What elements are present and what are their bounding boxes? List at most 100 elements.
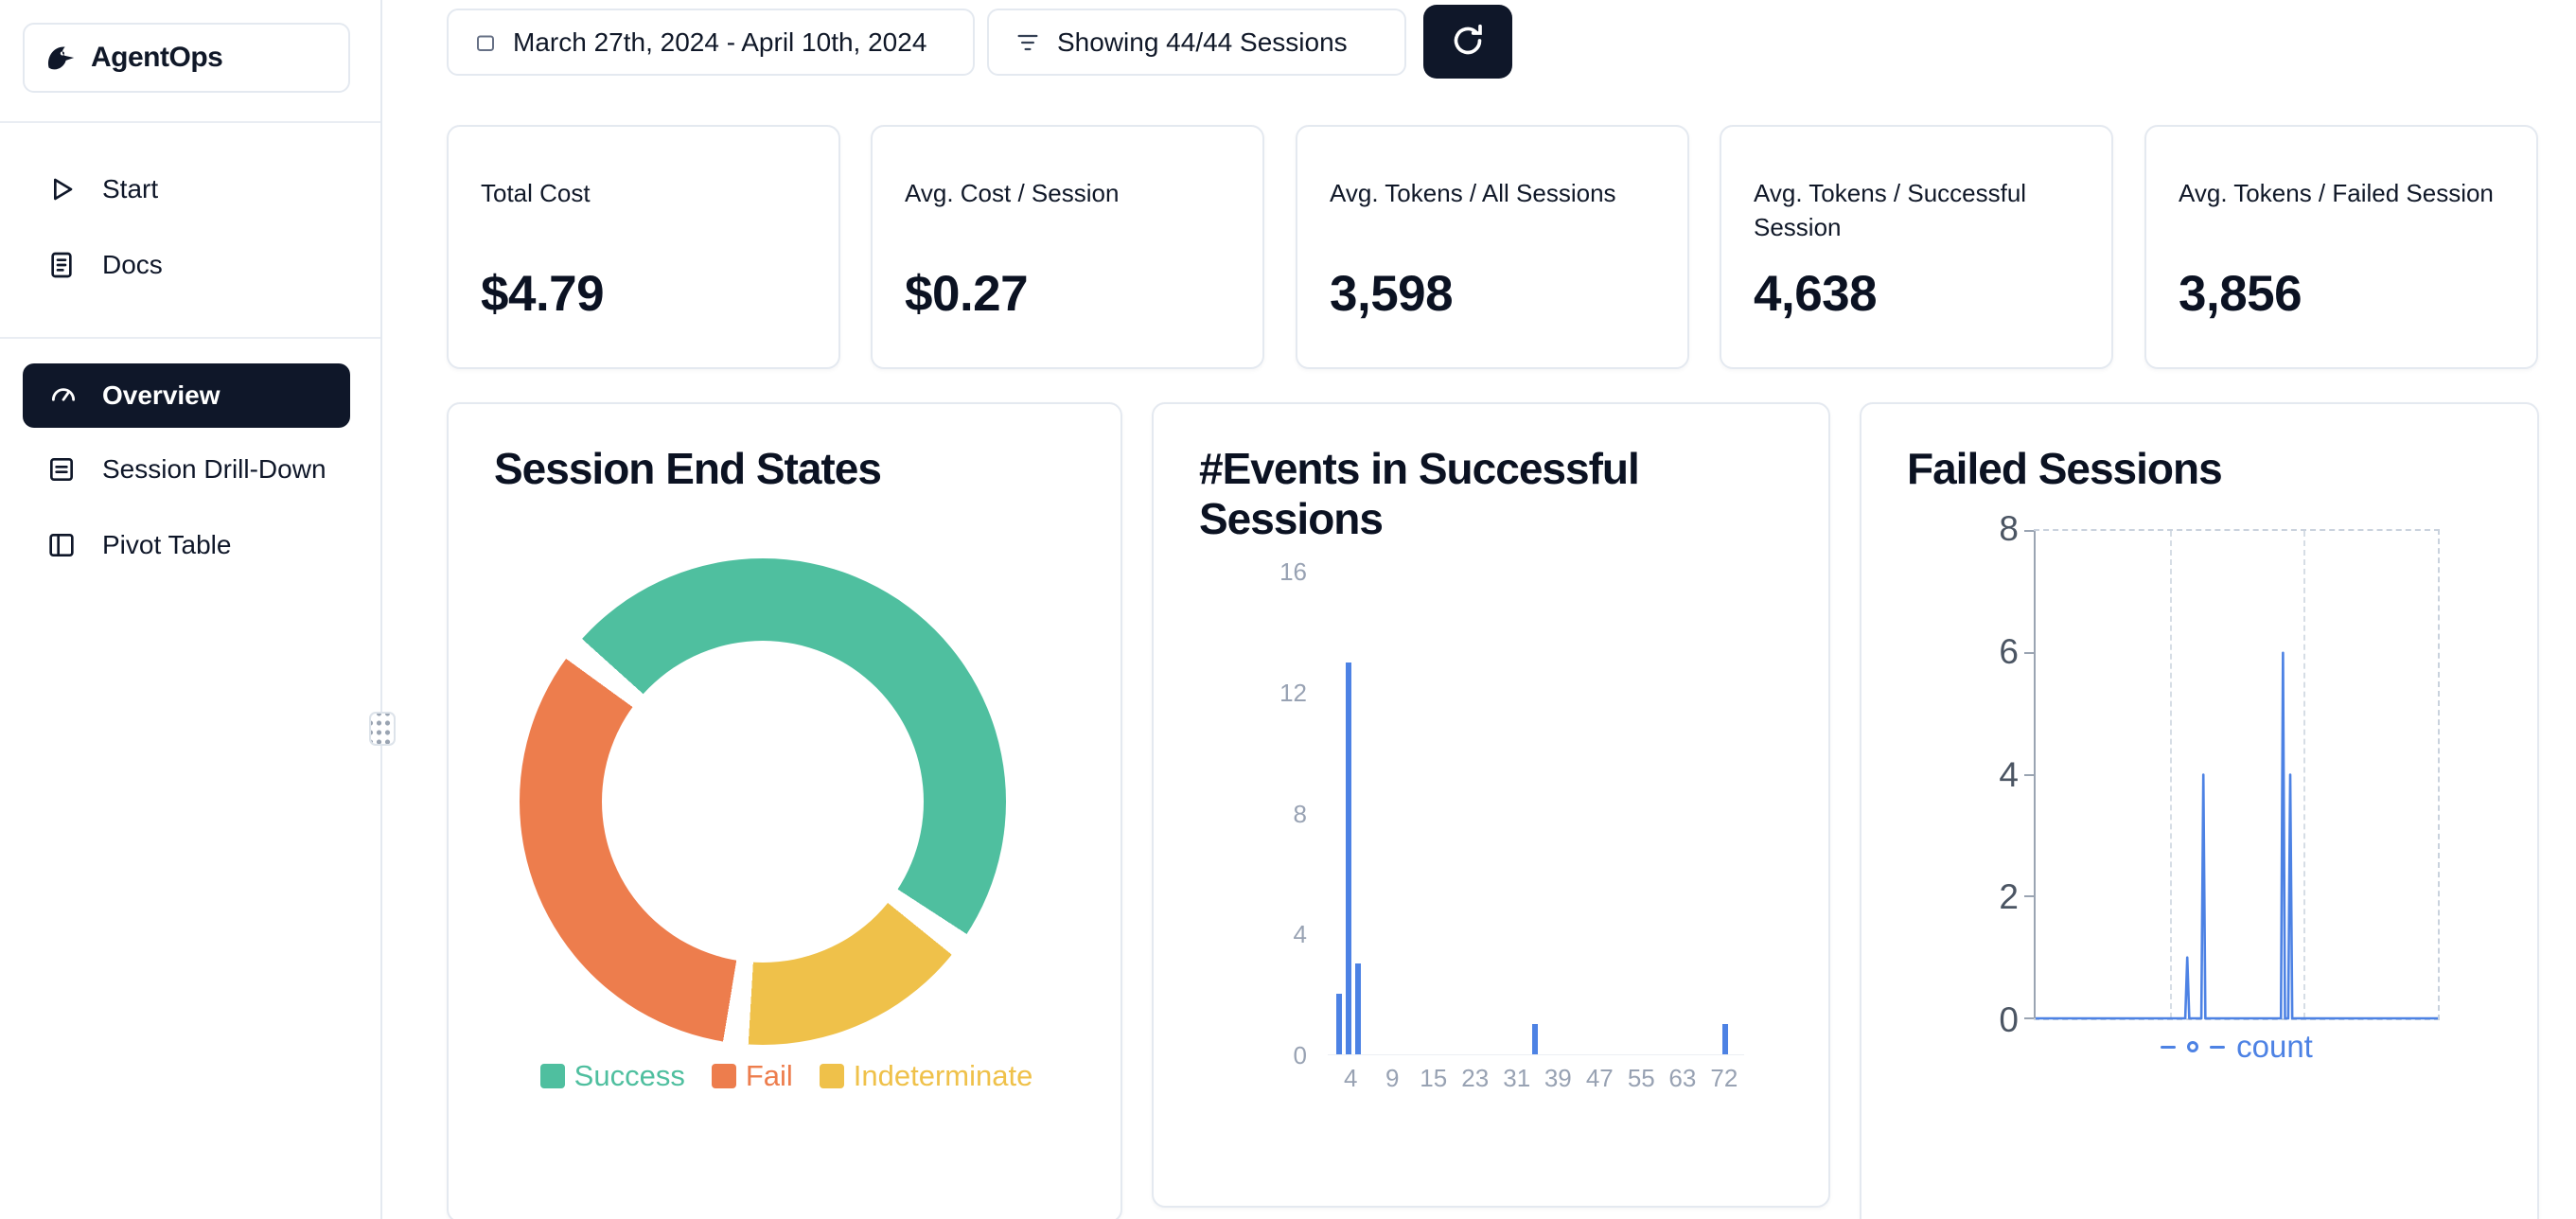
sidebar-item-docs[interactable]: Docs	[0, 235, 382, 295]
calendar-icon	[473, 25, 498, 61]
sidebar-item-label: Session Drill-Down	[102, 454, 326, 484]
stat-label: Avg. Tokens / Successful Session	[1754, 179, 2027, 242]
legend-swatch	[539, 1064, 565, 1088]
list-box-icon	[44, 451, 79, 487]
sessions-filter-label: Showing 44/44 Sessions	[1057, 26, 1348, 57]
y-tick-label: 2	[1999, 877, 2019, 917]
axis-tick	[2024, 1017, 2034, 1019]
sidebar-item-label: Pivot Table	[102, 530, 232, 559]
axis-tick	[2024, 530, 2034, 532]
donut-legend-item[interactable]: Indeterminate	[819, 1059, 1033, 1093]
gridline	[2169, 531, 2172, 1018]
stat-value: 3,598	[1330, 266, 1454, 322]
line-legend-label: count	[2236, 1029, 2313, 1064]
donut-legend-item[interactable]: Success	[539, 1059, 685, 1093]
axis-tick	[2024, 895, 2034, 898]
y-tick-label: 16	[1279, 557, 1307, 586]
x-tick-label: 4	[1343, 1064, 1358, 1092]
axis-tick	[2024, 773, 2034, 776]
x-tick-label: 23	[1461, 1064, 1490, 1092]
y-tick-label: 0	[1293, 1041, 1307, 1069]
sidebar: AgentOps Start Docs Overview Session Dri…	[0, 0, 382, 1219]
bar	[1532, 1024, 1539, 1054]
stat-card-total-cost: Total Cost $4.79	[447, 125, 840, 369]
sidebar-item-label: Start	[102, 174, 159, 203]
docs-icon	[44, 247, 79, 283]
x-tick-label: 47	[1585, 1064, 1614, 1092]
bar	[1346, 662, 1352, 1054]
logo[interactable]: AgentOps	[23, 23, 350, 93]
x-tick-label: 9	[1385, 1064, 1400, 1092]
agentops-logo-icon	[42, 40, 78, 76]
filter-icon	[1014, 25, 1042, 61]
legend-line-mark	[2210, 1045, 2226, 1049]
events-in-successful-sessions-card: #Events in Successful Sessions 16 12 8 4 0 4…	[1152, 402, 1830, 1208]
y-tick-label: 4	[1999, 754, 2019, 794]
legend-swatch	[819, 1064, 844, 1088]
x-tick-label: 31	[1503, 1064, 1531, 1092]
y-tick-label: 0	[1999, 1000, 2019, 1039]
axis-tick	[2024, 651, 2034, 654]
stat-value: 4,638	[1754, 266, 1878, 322]
chart-title: Session End States	[494, 444, 882, 493]
sidebar-item-start[interactable]: Start	[0, 159, 382, 220]
sidebar-drag-handle[interactable]	[369, 712, 396, 746]
sidebar-item-session-drill-down[interactable]: Session Drill-Down	[0, 439, 382, 500]
y-tick-label: 6	[1999, 631, 2019, 671]
bar-yaxis: 16 12 8 4 0	[1220, 558, 1307, 1069]
stat-value: $0.27	[905, 266, 1029, 322]
line-legend[interactable]: count	[2034, 1029, 2440, 1065]
refresh-icon	[1449, 22, 1487, 62]
legend-label: Indeterminate	[853, 1059, 1033, 1092]
gridline	[2303, 531, 2306, 1018]
x-tick-label: 15	[1420, 1064, 1448, 1092]
stat-card-avg-tokens-all: Avg. Tokens / All Sessions 3,598	[1296, 125, 1689, 369]
sessions-filter-button[interactable]: Showing 44/44 Sessions	[987, 9, 1406, 76]
app-title: AgentOps	[91, 42, 223, 73]
session-end-states-card: Session End States Success Fail Indeterm…	[447, 402, 1122, 1219]
sidebar-item-overview[interactable]: Overview	[23, 363, 350, 428]
stat-label: Avg. Tokens / All Sessions	[1330, 179, 1616, 207]
legend-label: Fail	[745, 1059, 793, 1092]
stat-card-avg-cost: Avg. Cost / Session $0.27	[871, 125, 1264, 369]
stat-value: 3,856	[2179, 266, 2303, 322]
stat-card-avg-tokens-successful: Avg. Tokens / Successful Session 4,638	[1720, 125, 2113, 369]
line-plot	[2024, 529, 2440, 1020]
line-yaxis: 8 6 4 2 0	[1899, 509, 2019, 1039]
donut-legend: Success Fail Indeterminate	[449, 1059, 1124, 1093]
y-tick-label: 4	[1293, 920, 1307, 949]
date-range-label: March 27th, 2024 - April 10th, 2024	[513, 26, 927, 57]
stat-label: Avg. Tokens / Failed Session	[2179, 179, 2494, 207]
x-tick-label: 72	[1710, 1064, 1738, 1092]
legend-line-mark	[2161, 1045, 2177, 1049]
legend-label: Success	[573, 1059, 685, 1092]
stat-card-avg-tokens-failed: Avg. Tokens / Failed Session 3,856	[2144, 125, 2538, 369]
table-icon	[44, 527, 79, 563]
bar	[1336, 994, 1343, 1054]
y-axis-line	[2034, 531, 2036, 1018]
gauge-icon	[45, 378, 81, 414]
legend-swatch	[711, 1064, 736, 1088]
bar-xaxis: 4 9 15 23 31 39 47 55 63 72	[1328, 1065, 1744, 1093]
stat-value: $4.79	[481, 266, 605, 322]
play-icon	[44, 171, 79, 207]
donut-legend-item[interactable]: Fail	[711, 1059, 793, 1093]
x-tick-label: 55	[1627, 1064, 1655, 1092]
x-tick-label: 63	[1668, 1064, 1697, 1092]
divider	[0, 337, 380, 339]
line-chart	[2036, 531, 2438, 1018]
donut-ring	[520, 558, 1006, 1045]
y-tick-label: 12	[1279, 678, 1307, 707]
chart-title: #Events in Successful Sessions	[1199, 444, 1640, 543]
y-tick-label: 8	[1999, 509, 2019, 548]
chart-title: Failed Sessions	[1907, 444, 2223, 493]
sidebar-item-label: Overview	[102, 380, 221, 410]
divider	[0, 121, 380, 123]
line-path	[2036, 653, 2438, 1018]
donut-hole	[602, 641, 924, 963]
refresh-button[interactable]	[1423, 5, 1512, 79]
x-tick-label: 39	[1544, 1064, 1572, 1092]
sidebar-item-label: Docs	[102, 250, 163, 279]
sidebar-item-pivot-table[interactable]: Pivot Table	[0, 515, 382, 575]
date-range-button[interactable]: March 27th, 2024 - April 10th, 2024	[447, 9, 975, 76]
